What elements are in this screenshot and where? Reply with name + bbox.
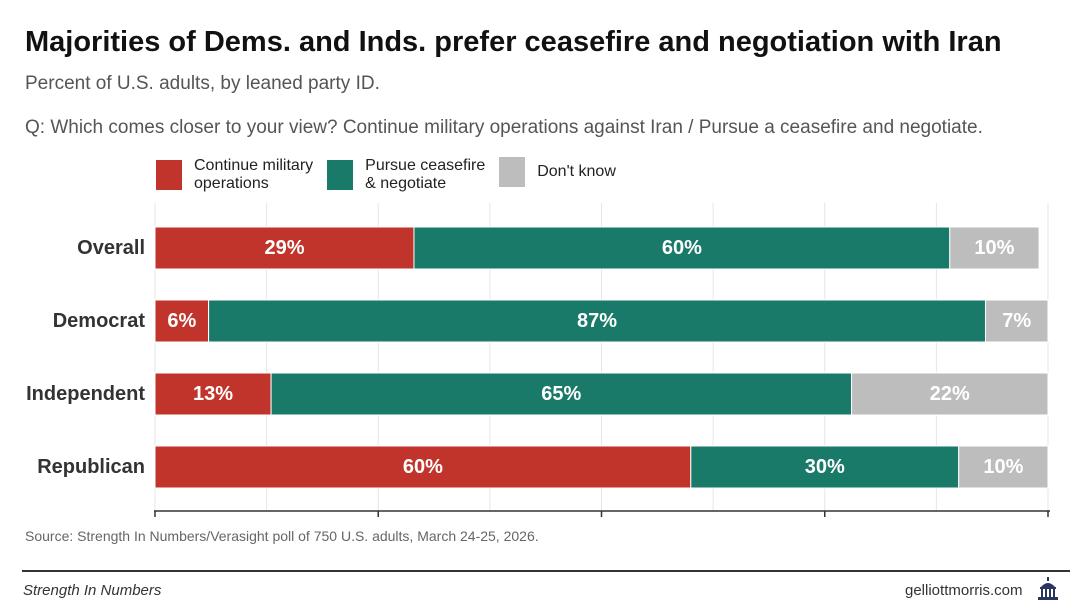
footer-website: gelliottmorris.com xyxy=(905,582,1023,599)
data-label-continue-military-operations-overall: 29% xyxy=(264,237,304,259)
bar-don-t-know-independent xyxy=(851,372,1049,416)
category-label-independent: Independent xyxy=(26,383,145,405)
data-label-pursue-ceasefire-negotiate-independent: 65% xyxy=(541,383,581,405)
category-label-overall: Overall xyxy=(77,237,145,259)
bar-pursue-ceasefire-negotiate-democrat xyxy=(208,299,986,343)
capitol-building-icon xyxy=(1036,576,1060,602)
legend-item-ceasefire: Pursue ceasefire & negotiate xyxy=(327,157,485,193)
chart-legend: Continue military operations Pursue ceas… xyxy=(156,157,630,193)
data-label-pursue-ceasefire-negotiate-democrat: 87% xyxy=(577,310,617,332)
chart-subtitle: Percent of U.S. adults, by leaned party … xyxy=(25,73,380,94)
source-note: Source: Strength In Numbers/Verasight po… xyxy=(25,528,539,544)
bar-continue-military-operations-republican xyxy=(154,445,692,489)
legend-label-dont-know: Don't know xyxy=(537,163,616,180)
legend-item-dont-know: Don't know xyxy=(499,157,616,187)
bar-continue-military-operations-democrat xyxy=(154,299,210,343)
data-label-don-t-know-overall: 10% xyxy=(974,237,1014,259)
data-label-don-t-know-democrat: 7% xyxy=(1002,310,1031,332)
legend-label-ceasefire: Pursue ceasefire & negotiate xyxy=(365,157,486,192)
data-label-don-t-know-independent: 22% xyxy=(930,383,970,405)
category-label-democrat: Democrat xyxy=(53,310,146,332)
chart-title: Majorities of Dems. and Inds. prefer cea… xyxy=(25,26,1002,58)
legend-swatch-ceasefire xyxy=(327,160,354,190)
bar-don-t-know-republican xyxy=(958,445,1049,489)
data-label-don-t-know-republican: 10% xyxy=(983,456,1023,478)
data-label-pursue-ceasefire-negotiate-republican: 30% xyxy=(805,456,845,478)
bar-don-t-know-overall xyxy=(949,226,1040,270)
data-label-continue-military-operations-republican: 60% xyxy=(403,456,443,478)
legend-label-continue-military: Continue military operations xyxy=(194,157,314,192)
bar-pursue-ceasefire-negotiate-republican xyxy=(690,445,960,489)
footer-divider xyxy=(22,570,1070,572)
data-label-continue-military-operations-democrat: 6% xyxy=(167,310,196,332)
data-label-pursue-ceasefire-negotiate-overall: 60% xyxy=(662,237,702,259)
legend-swatch-dont-know xyxy=(499,157,526,187)
bar-don-t-know-democrat xyxy=(984,299,1049,343)
bar-continue-military-operations-overall xyxy=(154,226,415,270)
data-label-continue-military-operations-independent: 13% xyxy=(193,383,233,405)
legend-item-continue-military: Continue military operations xyxy=(156,157,313,193)
survey-question: Q: Which comes closer to your view? Cont… xyxy=(25,117,983,138)
bar-continue-military-operations-independent xyxy=(154,372,272,416)
legend-swatch-continue-military xyxy=(156,160,182,190)
stacked-bar-chart: Overall 29% 60% 10% Democrat 6% 87% 7% Independe… xyxy=(26,203,1050,517)
bar-pursue-ceasefire-negotiate-independent xyxy=(270,372,853,416)
category-label-republican: Republican xyxy=(37,456,145,478)
footer-brand: Strength In Numbers xyxy=(23,582,162,599)
